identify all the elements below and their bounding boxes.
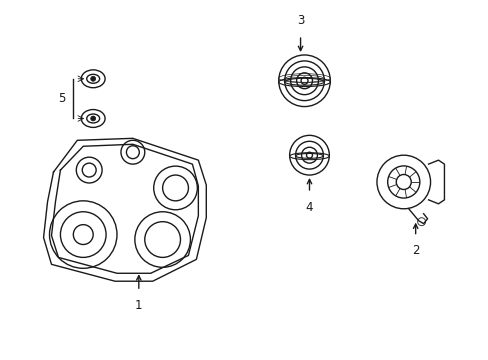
Circle shape: [90, 116, 96, 121]
Text: 1: 1: [135, 299, 142, 312]
Text: 5: 5: [58, 92, 65, 105]
Text: 3: 3: [296, 14, 304, 27]
Text: 2: 2: [411, 243, 419, 257]
Circle shape: [90, 76, 96, 81]
Text: 4: 4: [305, 201, 313, 214]
